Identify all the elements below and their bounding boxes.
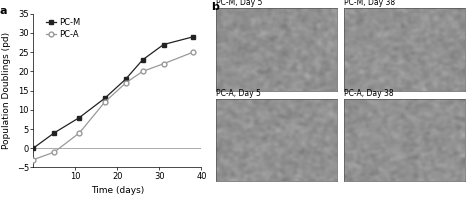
Legend: PC-M, PC-A: PC-M, PC-A [46, 18, 81, 39]
Text: PC-A, Day 5: PC-A, Day 5 [216, 89, 261, 98]
Text: b: b [211, 2, 219, 12]
X-axis label: Time (days): Time (days) [91, 186, 144, 195]
Text: PC-M, Day 5: PC-M, Day 5 [216, 0, 262, 7]
Text: PC-M, Day 38: PC-M, Day 38 [344, 0, 395, 7]
Text: a: a [0, 6, 7, 16]
Y-axis label: Population Doublings (pd): Population Doublings (pd) [2, 32, 11, 149]
Text: PC-A, Day 38: PC-A, Day 38 [344, 89, 393, 98]
